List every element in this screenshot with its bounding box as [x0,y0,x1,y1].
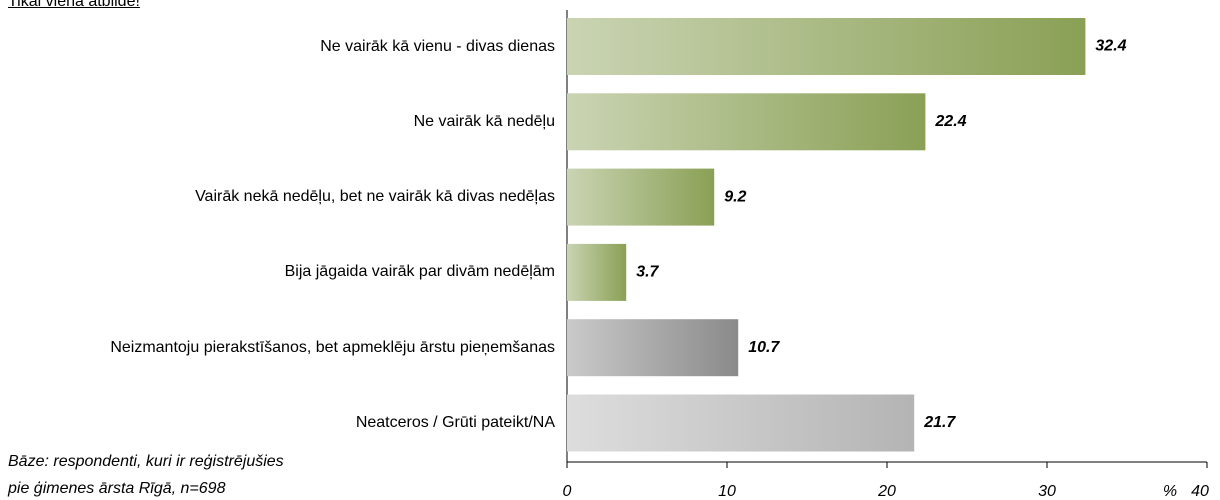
category-label-box: Vairāk nekā nedēļu, bet ne vairāk kā div… [195,167,555,227]
value-label: 3.7 [636,264,659,281]
x-tick-label: 0 [563,483,572,500]
value-label: 10.7 [748,339,780,356]
value-label: 22.4 [934,113,966,130]
bar [567,394,915,452]
category-label-box: Neatceros / Grūti pateikt/NA [356,393,555,453]
note: pie ģimenes ārsta Rīgā, n=698 [8,480,226,497]
category-label-box: Neizmantoju pierakstīšanos, bet apmeklēj… [110,318,555,378]
bar [567,93,926,151]
subtitle: Tikai viena atbilde! [8,0,140,10]
category-label: Neizmantoju pierakstīšanos, bet apmeklēj… [110,338,555,356]
category-label-box: Ne vairāk kā nedēļu [414,92,555,152]
category-label-box: Bija jāgaida vairāk par divām nedēļām [285,242,555,302]
category-label: Ne vairāk kā vienu - divas dienas [320,37,555,55]
category-label: Bija jāgaida vairāk par divām nedēļām [284,263,555,281]
x-unit: % [1163,483,1177,500]
x-tick-label: 30 [1038,483,1056,500]
bar [567,18,1086,75]
category-label: Ne vairāk kā nedēļu [413,112,555,130]
note: Bāze: respondenti, kuri ir reģistrējušie… [8,453,284,470]
bar [567,168,715,226]
bar [567,319,739,377]
category-label: Vairāk nekā nedēļu, bet ne vairāk kā div… [195,188,555,206]
x-tick-label: 20 [877,483,896,500]
value-label: 32.4 [1095,38,1126,55]
bar [567,243,627,301]
x-tick-label: 10 [718,483,736,500]
value-label: 21.7 [923,414,956,431]
x-tick-label: 40 [1191,483,1209,500]
category-label-box: Ne vairāk kā vienu - divas dienas [320,17,555,77]
value-label: 9.2 [724,188,746,205]
category-label: Neatceros / Grūti pateikt/NA [355,414,555,431]
